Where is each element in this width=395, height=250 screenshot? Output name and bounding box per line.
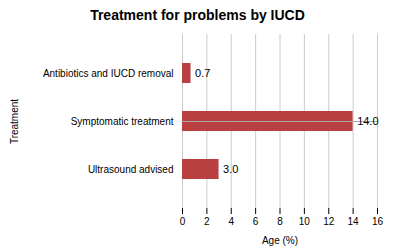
svg-text:0: 0 xyxy=(180,216,186,227)
svg-text:8: 8 xyxy=(277,216,283,227)
svg-text:10: 10 xyxy=(299,216,311,227)
svg-text:12: 12 xyxy=(323,216,335,227)
svg-text:14: 14 xyxy=(348,216,360,227)
svg-text:0.7: 0.7 xyxy=(195,67,210,79)
svg-text:6: 6 xyxy=(253,216,259,227)
svg-text:Ultrasound advised: Ultrasound advised xyxy=(88,164,174,175)
svg-text:2: 2 xyxy=(204,216,210,227)
svg-text:14.0: 14.0 xyxy=(357,115,378,127)
svg-text:Age (%): Age (%) xyxy=(262,235,298,246)
svg-text:4: 4 xyxy=(228,216,234,227)
svg-text:Antibiotics and IUCD removal: Antibiotics and IUCD removal xyxy=(43,68,174,79)
html-text:Treatment for problems by IUCD: Treatment for problems by IUCD xyxy=(90,7,305,23)
svg-text:16: 16 xyxy=(372,216,384,227)
svg-text:3.0: 3.0 xyxy=(223,163,238,175)
svg-text:Symptomatic treatment: Symptomatic treatment xyxy=(71,116,174,127)
svg-text:Treatment: Treatment xyxy=(9,99,20,144)
